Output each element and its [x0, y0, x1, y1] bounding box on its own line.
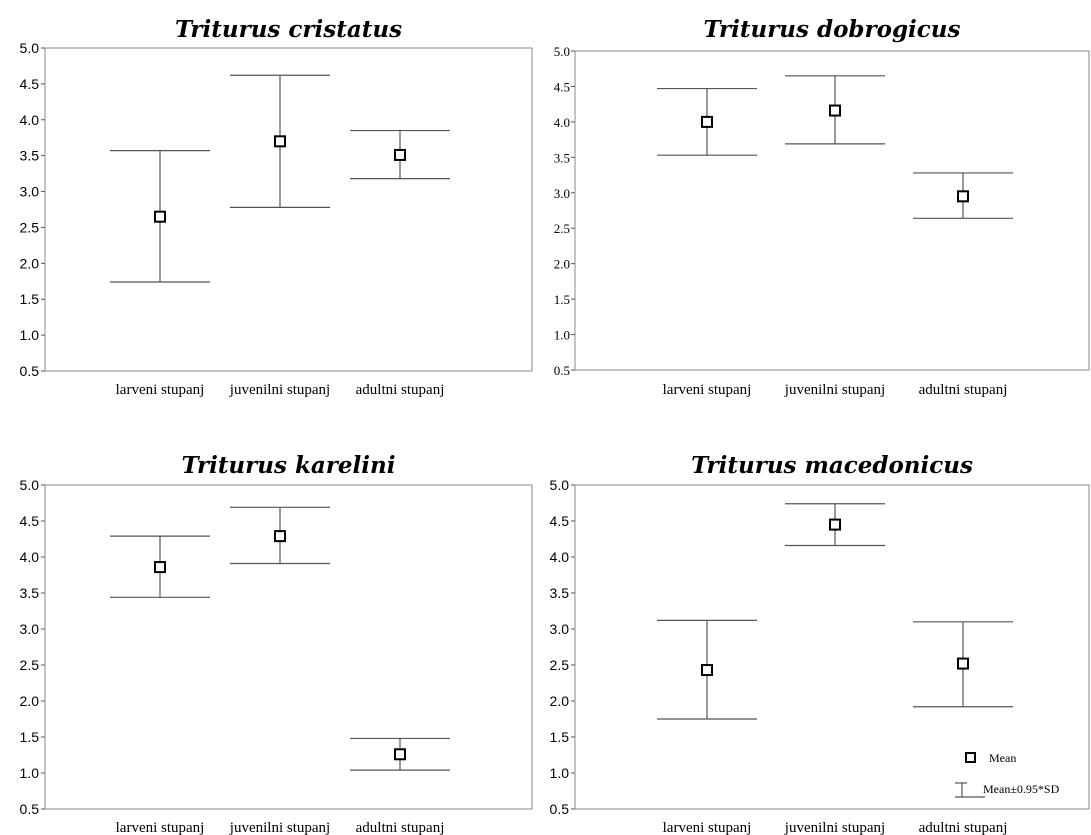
legend: Mean Mean±0.95*SD: [955, 751, 1060, 798]
y-tick-label: 4.0: [20, 549, 40, 565]
chart-title: Triturus karelini: [182, 452, 396, 479]
plot-frame: [574, 484, 1090, 810]
legend-errorbar-label: Mean±0.95*SD: [983, 782, 1060, 796]
plot-frame: [44, 484, 533, 810]
mean-marker: [274, 135, 286, 148]
chart-title: Triturus dobrogicus: [704, 16, 961, 43]
mean-marker: [154, 561, 166, 574]
y-tick-label: 1.0: [20, 327, 40, 343]
y-tick-label: 2.5: [20, 219, 40, 235]
y-tick-label: 1.0: [20, 765, 40, 781]
y-tick-label: 3.0: [20, 621, 40, 637]
mean-marker: [274, 530, 286, 543]
plot-frame: [44, 47, 533, 372]
y-tick-label: 2.0: [554, 257, 570, 272]
y-tick-label: 5.0: [20, 477, 40, 493]
x-tick-label: larveni stupanj: [663, 382, 752, 398]
x-tick-label: larveni stupanj: [663, 820, 752, 835]
y-tick-label: 1.5: [20, 291, 40, 307]
y-tick-label: 3.5: [550, 585, 570, 601]
y-tick-label: 0.5: [20, 363, 40, 379]
y-tick-label: 2.5: [20, 657, 40, 673]
mean-marker: [829, 104, 841, 117]
chart-title: Triturus macedonicus: [691, 452, 973, 479]
y-tick-label: 1.5: [20, 729, 40, 745]
legend-mean-label: Mean: [989, 751, 1016, 765]
mean-marker: [394, 148, 406, 161]
y-tick-label: 3.5: [554, 150, 570, 165]
y-tick-label: 4.0: [554, 115, 570, 130]
chart-panel: Triturus karelini 0.5 1.0 1.5 2.0 2.5 3.0 3.5 4.…: [20, 452, 533, 835]
y-tick-label: 5.0: [554, 44, 570, 59]
chart-panel: Triturus macedonicus 0.5 1.0 1.5 2.0 2.5 3.0 3.…: [550, 452, 1090, 835]
y-tick-label: 4.0: [20, 112, 40, 128]
y-tick-label: 1.5: [550, 729, 570, 745]
legend-mean-marker: [965, 752, 976, 763]
x-tick-label: larveni stupanj: [116, 820, 205, 835]
x-tick-label: juvenilni stupanj: [229, 820, 330, 835]
plot-frame: [574, 50, 1090, 371]
chart-panel: Triturus cristatus 0.5 1.0 1.5 2.0 2.5 3.0 3.5 4…: [20, 16, 533, 398]
mean-marker: [154, 210, 166, 223]
x-tick-label: juvenilni stupanj: [784, 382, 885, 398]
y-tick-label: 0.5: [20, 801, 40, 817]
x-tick-label: adultni stupanj: [356, 820, 445, 835]
x-tick-label: juvenilni stupanj: [229, 382, 330, 398]
y-tick-label: 3.0: [550, 621, 570, 637]
y-tick-label: 2.0: [20, 255, 40, 271]
y-tick-label: 4.5: [20, 513, 40, 529]
y-tick-label: 3.0: [20, 184, 40, 200]
y-tick-label: 0.5: [550, 801, 570, 817]
y-tick-label: 5.0: [550, 477, 570, 493]
y-tick-label: 2.0: [550, 693, 570, 709]
y-tick-label: 1.0: [554, 328, 570, 343]
x-tick-label: adultni stupanj: [919, 382, 1008, 398]
y-tick-label: 2.5: [554, 221, 570, 236]
y-tick-label: 4.5: [20, 76, 40, 92]
y-tick-label: 2.0: [20, 693, 40, 709]
chart-title: Triturus cristatus: [175, 16, 402, 43]
y-tick-label: 4.5: [550, 513, 570, 529]
y-tick-label: 4.5: [554, 79, 570, 94]
mean-marker: [957, 190, 969, 203]
y-tick-label: 1.5: [554, 292, 570, 307]
mean-marker: [957, 657, 969, 670]
mean-marker: [701, 664, 713, 677]
mean-marker: [701, 115, 713, 128]
x-tick-label: larveni stupanj: [116, 382, 205, 398]
mean-marker: [394, 748, 406, 761]
y-tick-label: 0.5: [554, 363, 570, 378]
y-tick-label: 2.5: [550, 657, 570, 673]
y-tick-label: 3.5: [20, 148, 40, 164]
x-tick-label: adultni stupanj: [919, 820, 1008, 835]
mean-marker: [829, 518, 841, 531]
y-tick-label: 3.5: [20, 585, 40, 601]
y-tick-label: 3.0: [554, 186, 570, 201]
y-tick-label: 1.0: [550, 765, 570, 781]
x-tick-label: juvenilni stupanj: [784, 820, 885, 835]
y-tick-label: 4.0: [550, 549, 570, 565]
chart-panel: Triturus dobrogicus 0.5 1.0 1.5 2.0 2.5 3.0 3.5…: [554, 16, 1090, 398]
y-tick-label: 5.0: [20, 40, 40, 56]
x-tick-label: adultni stupanj: [356, 382, 445, 398]
